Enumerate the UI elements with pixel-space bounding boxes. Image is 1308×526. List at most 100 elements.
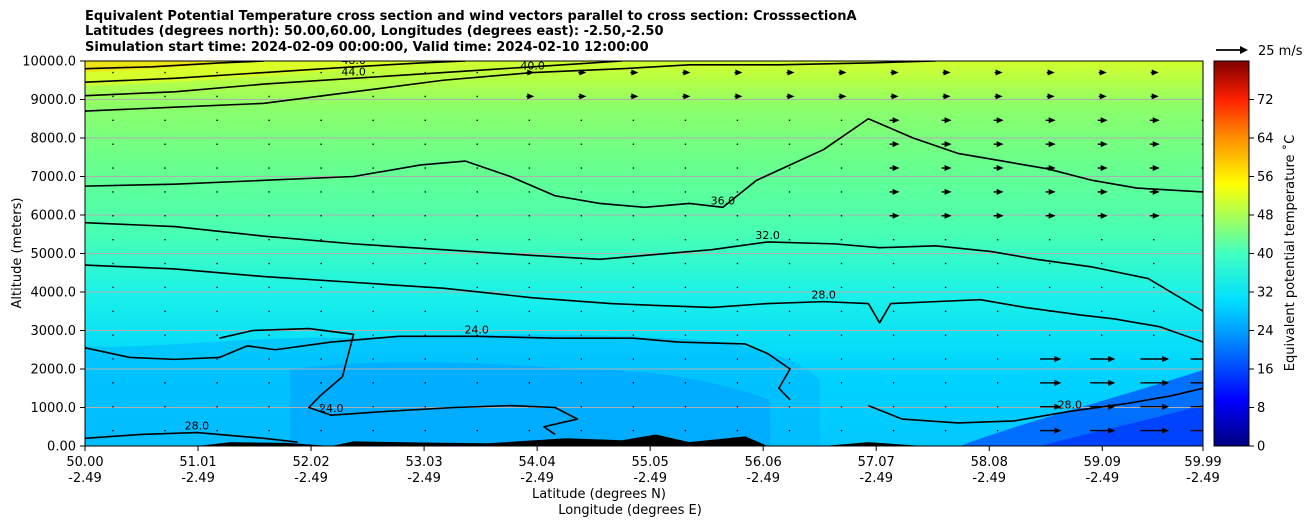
wind-vector <box>944 262 947 265</box>
wind-vector <box>788 214 791 217</box>
quiver-key-label: 25 m/s <box>1258 44 1303 59</box>
wind-vector-head <box>1152 165 1160 172</box>
wind-vector-head <box>1151 69 1159 76</box>
wind-vector <box>736 214 739 217</box>
wind-vector <box>1100 238 1103 241</box>
wind-vector-head <box>1100 188 1108 195</box>
wind-vector <box>1048 334 1051 336</box>
wind-vector <box>476 71 479 74</box>
wind-vector <box>372 238 374 241</box>
wind-vector <box>892 334 895 336</box>
wind-vector <box>164 71 166 74</box>
wind-vector <box>476 382 479 384</box>
wind-vector-head <box>1099 69 1107 76</box>
wind-vector <box>216 334 218 336</box>
x-tick-sublabel: -2.49 <box>181 471 215 486</box>
wind-vector-head <box>1054 427 1062 434</box>
y-tick-label: 10000.0 <box>22 55 76 70</box>
wind-vector-head <box>944 117 952 124</box>
contour-label: 24.0 <box>319 402 344 415</box>
wind-vector-head <box>631 69 639 76</box>
wind-vector <box>476 191 479 193</box>
wind-vector-head <box>579 93 587 100</box>
wind-vector <box>788 238 791 241</box>
quiver-key: 25 m/s <box>1216 44 1303 59</box>
wind-vector <box>684 262 687 265</box>
wind-vector <box>164 286 166 289</box>
wind-vector-head <box>943 93 951 100</box>
wind-vector <box>736 262 739 265</box>
colorbar-tick-label: 72 <box>1257 93 1274 108</box>
wind-vector-head <box>683 93 691 100</box>
wind-vector <box>528 429 531 432</box>
wind-vector <box>164 382 166 384</box>
wind-vector <box>840 238 843 241</box>
wind-vector <box>1048 286 1051 289</box>
wind-vector <box>684 429 687 432</box>
wind-vector-head <box>892 165 900 172</box>
wind-vector <box>424 71 427 74</box>
wind-vector <box>372 262 374 265</box>
contour-line <box>85 221 1203 312</box>
wind-vector <box>268 405 270 408</box>
colorbar-tick-label: 64 <box>1257 132 1274 147</box>
wind-vector <box>788 429 791 432</box>
wind-vector <box>476 286 479 289</box>
wind-vector <box>268 429 270 432</box>
wind-vector <box>424 119 427 122</box>
wind-vector <box>736 310 739 313</box>
wind-vector <box>112 119 114 122</box>
wind-vector <box>996 382 999 384</box>
wind-vector <box>684 334 687 336</box>
wind-vector <box>424 334 427 336</box>
wind-vector <box>112 238 114 241</box>
wind-vector <box>268 382 270 384</box>
wind-vector <box>320 191 322 193</box>
terrain <box>196 434 1026 446</box>
x-axis: 50.00-2.4951.01-2.4952.02-2.4953.03-2.49… <box>66 446 1222 486</box>
wind-vector <box>372 143 374 145</box>
y-tick-label: 1000.0 <box>31 401 77 416</box>
wind-vector <box>736 143 739 145</box>
wind-vector <box>580 286 583 289</box>
wind-vector <box>788 119 791 122</box>
wind-vector-head <box>1205 213 1212 219</box>
wind-vector <box>684 238 687 241</box>
contour-line <box>868 387 1203 424</box>
wind-vector-head <box>1162 379 1170 386</box>
wind-vector <box>372 334 374 336</box>
wind-vector <box>268 167 270 169</box>
wind-vector <box>372 310 374 313</box>
colorbar: 0 8 16 24 32 40 48 56 64 72 Equivalent potential … <box>1213 60 1298 455</box>
wind-vector <box>788 143 791 145</box>
wind-vector-head <box>1204 93 1211 99</box>
wind-vector <box>892 358 895 360</box>
wind-vector <box>268 214 270 217</box>
x-tick-sublabel: -2.49 <box>972 471 1006 486</box>
wind-vector <box>736 429 739 432</box>
wind-vector <box>216 358 218 360</box>
contour-line <box>85 335 791 401</box>
wind-vector <box>684 405 687 408</box>
wind-vector <box>736 405 739 408</box>
wind-vector-head <box>943 69 951 76</box>
wind-vector-head <box>1152 141 1160 148</box>
contour-lines: 24.024.028.028.028.032.036.040.044.048.0… <box>85 61 1203 443</box>
wind-vector <box>424 382 427 384</box>
wind-vector <box>164 310 166 313</box>
wind-vector <box>424 143 427 145</box>
wind-vector <box>944 286 947 289</box>
wind-vector <box>372 358 374 360</box>
wind-vector-head <box>1205 141 1212 147</box>
wind-vector <box>216 71 218 74</box>
wind-vector <box>632 382 635 384</box>
wind-vector <box>684 191 687 193</box>
wind-vector <box>372 71 374 74</box>
wind-vector-head <box>631 93 639 100</box>
wind-vector <box>1205 239 1207 241</box>
wind-vector <box>424 310 427 313</box>
wind-vector <box>632 334 635 336</box>
wind-vector <box>112 71 114 74</box>
wind-vector <box>372 214 374 217</box>
